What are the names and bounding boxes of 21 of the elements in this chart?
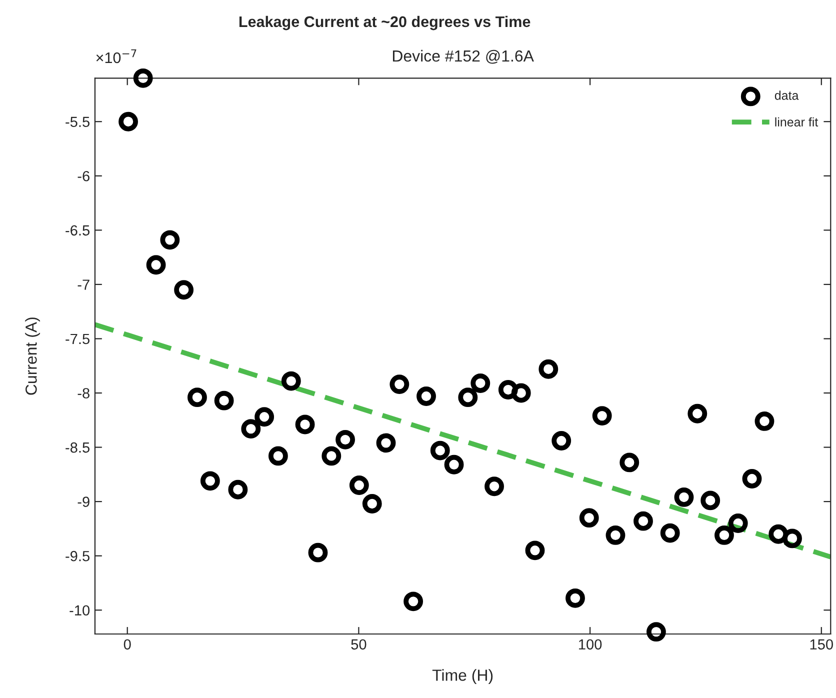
y-tick-label: -6	[78, 170, 90, 182]
x-tick-label: 100	[578, 639, 602, 650]
legend-label: data	[774, 90, 799, 100]
chart-subtitle: Device #152 @1.6A	[392, 50, 534, 64]
x-tick-label: 0	[124, 639, 131, 650]
chart-title: Leakage Current at ~20 degrees vs Time	[239, 16, 530, 30]
x-axis-title: Time (H)	[432, 669, 493, 684]
text: ×10$^{−7}$	[96, 49, 136, 64]
y-tick-label: -8	[78, 388, 90, 398]
y-tick-label: -7.5	[66, 334, 90, 344]
y-tick-label: -9	[78, 496, 90, 507]
y-tick-label: -8.5	[66, 442, 90, 453]
y-tick-label: -6.5	[66, 225, 90, 236]
y-tick-label: -7	[78, 280, 90, 290]
legend-label: linear fit	[775, 117, 818, 127]
y-tick-label: -10	[70, 605, 90, 616]
x-tick-label: 150	[810, 639, 833, 650]
y-axis-title: Current (A)	[25, 318, 40, 395]
y-tick-label: -5.5	[66, 116, 90, 128]
y-tick-label: -9.5	[66, 550, 90, 562]
x-tick-label: 50	[351, 639, 366, 650]
